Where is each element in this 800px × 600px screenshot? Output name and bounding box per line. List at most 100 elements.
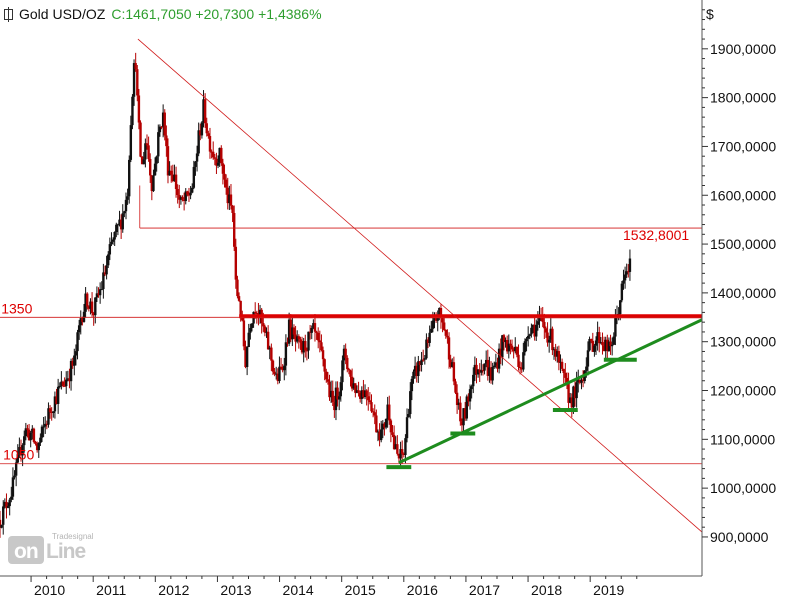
candle-body [132,63,136,97]
candle-body [554,349,557,357]
candle-body [384,418,388,428]
y-tick-label: 1600,0000 [710,187,776,203]
candle-body [323,359,326,372]
candle-body [580,379,583,383]
candle-body [278,366,281,382]
candle-body [265,331,268,333]
candle-body [275,373,278,375]
candle-body [63,385,66,387]
candle-body [460,421,464,426]
candle-body [115,224,118,232]
candle-body [60,381,63,386]
candle-body [313,323,317,332]
candle-body [14,462,18,476]
candle-body [560,361,564,369]
candle-body [589,339,593,341]
y-tick-label: 1400,0000 [710,285,776,301]
candle-body [339,382,343,397]
candle-body [546,332,549,343]
candle-body [331,390,334,403]
candle-body [334,387,338,411]
candle-body [286,342,289,344]
candle-body [98,289,102,296]
candle-body [438,308,441,318]
candle-body [444,329,448,336]
candle-body [544,328,548,333]
candle-body [226,187,229,204]
candle-body [123,211,126,214]
candle-body [81,318,84,322]
candle-body [316,332,320,341]
y-tick-label: 1100,0000 [710,431,775,447]
watermark-line: Line [46,540,86,563]
candle-body [239,300,242,318]
candle-body [417,361,420,377]
candle-body [434,316,438,321]
candle-body [50,411,53,413]
candle-body [612,336,615,345]
candle-body [483,363,486,371]
candle-body [549,328,552,340]
candle-body [207,133,210,137]
candle-body [599,342,603,344]
candle-body [173,174,176,182]
candle-body [439,308,443,319]
candle-body [128,159,131,197]
candle-body [320,342,323,351]
candle-body [496,362,499,369]
x-tick-label: 2013 [220,582,251,598]
candle-body [557,351,561,363]
candle-body [386,404,389,419]
candle-body [394,444,397,450]
candle-body [255,312,259,314]
candle-body [231,205,234,213]
x-tick-label: 2019 [593,582,624,598]
annotation-label: 1350 [1,300,32,316]
candle-body [34,441,37,444]
candlestick-icon [4,6,13,22]
candle-body [596,332,599,341]
candle-body [620,283,624,301]
candle-body [570,397,573,408]
candle-body [192,166,196,188]
candle-body [447,337,451,360]
candle-body [39,437,42,443]
candle-body [26,428,29,430]
candle-body [291,327,294,340]
candle-body [463,408,467,419]
candle-body [116,224,120,226]
candle-body [202,99,205,123]
candle-body [373,412,376,416]
candle-body [102,272,105,290]
candle-body [551,328,554,351]
candle-body [468,389,472,402]
candle-body [224,179,228,188]
candle-body [40,426,44,438]
candle-body [258,309,262,317]
candle-body [305,350,309,352]
candle-body [87,306,91,309]
candle-body [457,402,460,406]
candle-body [308,331,312,333]
candle-body [623,274,627,281]
candle-body [65,379,68,387]
y-tick-label: 1500,0000 [710,236,776,252]
candle-body [502,335,506,343]
candle-body [158,126,162,133]
candle-body [52,411,55,413]
candle-body [165,135,168,147]
candle-body [124,199,128,212]
candle-body [575,382,578,399]
candle-body [121,213,124,230]
candle-body [352,383,355,389]
candle-body [283,365,286,371]
candle-body [598,332,601,344]
candle-body [449,359,452,367]
candle-body [481,370,485,372]
candle-body [522,352,525,370]
x-tick-label: 2017 [469,582,500,598]
candle-body [568,397,572,403]
candle-body [405,417,409,439]
candle-body [347,369,351,371]
